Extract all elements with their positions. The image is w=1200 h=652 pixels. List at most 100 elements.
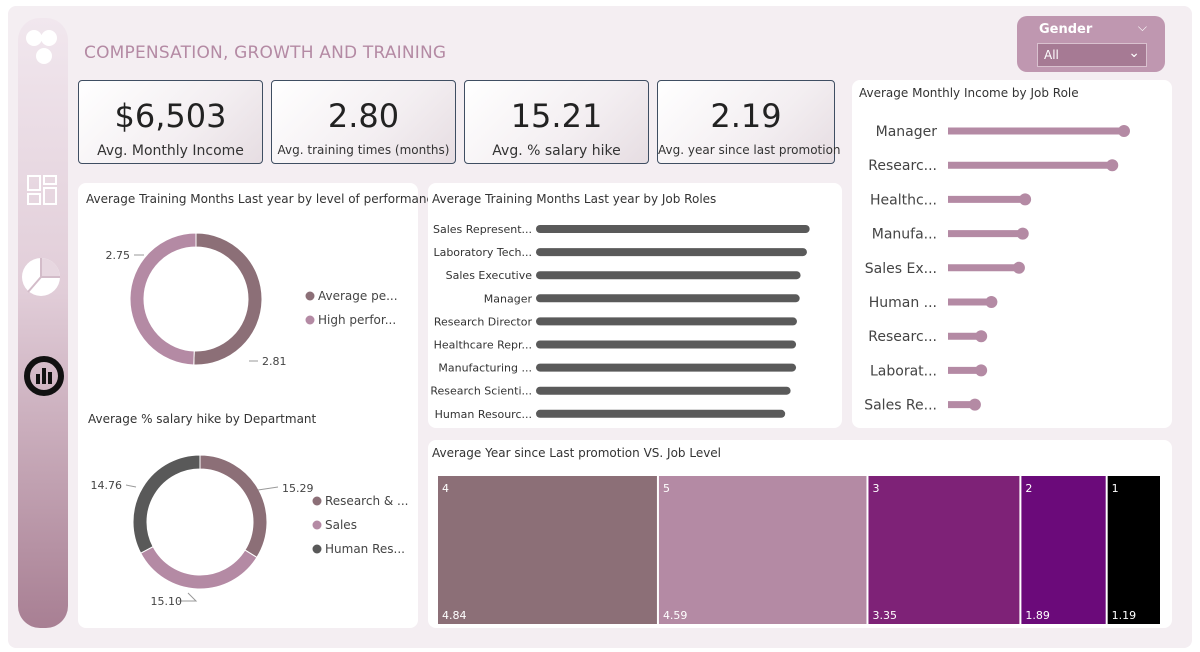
treemap-tile [1107, 476, 1160, 624]
donut-chart-performance[interactable]: 2.81 2.75 Average pe... High perfor... [78, 215, 418, 390]
kpi-value: 2.80 [327, 97, 400, 135]
kpi-value: 2.19 [710, 97, 782, 135]
donut-slice [132, 454, 201, 554]
category-label: Healthcare Repr... [434, 339, 532, 352]
lollipop-chart-income-by-role[interactable]: Manager Researc... Healthc... Manufa... Sale… [852, 110, 1172, 426]
legend-marker [312, 544, 322, 554]
gender-slicer[interactable]: Gender ⌵ All ⌄ [1017, 16, 1165, 72]
donut-slice [193, 232, 263, 366]
category-label: Healthc... [870, 192, 937, 208]
leader-line [178, 592, 198, 602]
tile-category-label: 1 [1112, 482, 1119, 495]
tile-category-label: 4 [442, 482, 449, 495]
data-label: 2.75 [106, 249, 131, 262]
category-label: Researc... [868, 329, 937, 345]
data-label: 14.76 [91, 479, 123, 492]
treemap-tile [868, 476, 1020, 624]
category-label: Sales Ex... [865, 261, 937, 277]
lollipop-head [985, 296, 998, 308]
tile-value-label: 4.59 [663, 609, 688, 622]
legend-marker [305, 315, 315, 325]
legend-marker [312, 520, 322, 530]
tile-value-label: 1.19 [1112, 609, 1137, 622]
lollipop-head [1106, 159, 1119, 172]
kpi-card-years-since-promotion: 2.19 Avg. year since last promotion [657, 80, 841, 164]
lollipop-head [975, 364, 988, 377]
lollipop-head [1019, 193, 1032, 206]
leader-line [257, 486, 279, 491]
kpi-card-training-times: 2.80 Avg. training times (months) [271, 80, 456, 164]
chart-title: Average Training Months Last year by Job… [432, 192, 717, 206]
legend-marker [312, 496, 322, 506]
tile-category-label: 3 [872, 482, 879, 495]
data-label: 2.81 [262, 355, 287, 368]
donut-slice [129, 232, 197, 366]
kpi-label: Avg. Monthly Income [97, 143, 244, 159]
legend-label: Average pe... [318, 289, 398, 303]
category-label: Manager [876, 124, 938, 140]
category-label: Research Scienti... [430, 385, 532, 398]
chevron-down-icon[interactable]: ⌵ [1137, 20, 1147, 34]
treemap-tile [658, 476, 867, 624]
chart-title: Average Year since Last promotion VS. Jo… [432, 446, 722, 460]
category-label: Manager [484, 292, 533, 305]
category-label: Human ... [869, 295, 937, 311]
chart-title: Average Monthly Income by Job Role [859, 86, 1079, 100]
lollipop-head [1118, 125, 1130, 137]
sidebar-nav [18, 18, 68, 628]
data-label: 15.29 [282, 482, 314, 495]
category-label: Manufa... [872, 227, 937, 243]
tile-value-label: 3.35 [872, 609, 897, 622]
category-label: Research Director [434, 315, 533, 328]
category-label: Laborat... [870, 363, 937, 379]
donut-slice [139, 545, 258, 590]
lollipop-head [975, 330, 988, 343]
kpi-label: Avg. % salary hike [492, 143, 621, 159]
legend-label: High perfor... [318, 313, 396, 327]
performance-icon[interactable] [22, 354, 66, 398]
category-label: Laboratory Tech... [433, 246, 532, 259]
chevron-down-icon: ⌄ [1128, 45, 1140, 61]
gender-dropdown[interactable]: All ⌄ [1037, 43, 1147, 67]
donut-chart-department[interactable]: 15.29 15.10 14.76 Research & ... Sales Human … [78, 435, 418, 615]
slicer-label: Gender [1039, 22, 1093, 37]
tile-category-label: 5 [663, 482, 670, 495]
legend-label: Sales [325, 518, 357, 532]
logo-icon [26, 30, 57, 64]
data-label: 15.10 [151, 595, 183, 608]
tile-value-label: 1.89 [1025, 609, 1050, 622]
category-label: Human Resourc... [435, 408, 532, 421]
kpi-label: Avg. year since last promotion [658, 143, 841, 157]
pie-chart-icon[interactable] [20, 256, 62, 298]
treemap-promotion-by-level[interactable]: 4 4.84 5 4.59 3 3.35 2 1.89 1 1.19 [438, 476, 1162, 624]
kpi-card-salary-hike: 15.21 Avg. % salary hike [464, 80, 649, 164]
legend-label: Research & ... [325, 494, 408, 508]
kpi-label: Avg. training times (months) [277, 143, 450, 157]
category-label: Sales Represent... [433, 223, 532, 236]
leader-line [125, 484, 137, 488]
lollipop-head [968, 398, 981, 411]
income-by-role-panel [852, 80, 1172, 428]
tile-value-label: 4.84 [442, 609, 467, 622]
legend-marker [305, 291, 315, 301]
chart-title: Average % salary hike by Departmant [88, 412, 317, 426]
category-label: Manufacturing ... [438, 362, 532, 375]
treemap-tile [438, 476, 657, 624]
category-label: Sales Executive [446, 269, 533, 282]
bar-chart-training-by-role[interactable]: Sales Represent... Laboratory Tech... Sale… [428, 212, 842, 426]
chart-title: Average Training Months Last year by lev… [86, 192, 441, 206]
category-label: Sales Re... [864, 398, 937, 414]
category-label: Researc... [868, 158, 937, 174]
kpi-value: $6,503 [114, 97, 227, 135]
lollipop-head [1016, 227, 1029, 240]
donut-slice [199, 454, 268, 559]
page-title: COMPENSATION, GROWTH AND TRAINING [84, 43, 447, 63]
lollipop-head [1012, 261, 1025, 274]
kpi-card-monthly-income: $6,503 Avg. Monthly Income [78, 80, 263, 164]
kpi-value: 15.21 [510, 97, 603, 135]
legend-label: Human Res... [325, 542, 405, 556]
dashboard-icon[interactable] [26, 174, 60, 208]
dropdown-value: All [1044, 48, 1059, 62]
tile-category-label: 2 [1025, 482, 1032, 495]
treemap-tile [1021, 476, 1106, 624]
